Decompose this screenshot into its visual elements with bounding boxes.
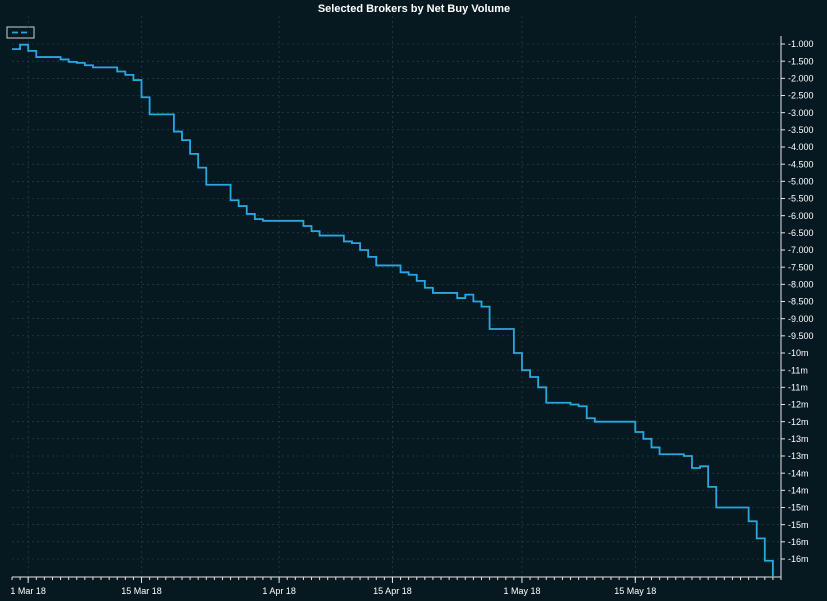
y-tick-label: -4.000 <box>788 142 814 152</box>
y-tick-label: -14m <box>788 468 809 478</box>
tick-labels: -1.000 -1.500 -2.000 -2.500 -3.000 -3.500 -4.0… <box>10 39 813 596</box>
y-tick-label: -13m <box>788 451 809 461</box>
y-tick-label: -1.000 <box>788 39 814 49</box>
axes <box>11 36 785 583</box>
y-tick-label: -6.500 <box>788 228 814 238</box>
x-tick-label: 1 Mar 18 <box>10 586 46 596</box>
y-tick-label: -2.500 <box>788 91 814 101</box>
y-tick-label: -14m <box>788 486 809 496</box>
y-tick-label: -12m <box>788 417 809 427</box>
y-tick-label: -13m <box>788 434 809 444</box>
y-tick-label: -10m <box>788 348 809 358</box>
y-tick-label: -11m <box>788 365 808 375</box>
x-tick-label: 1 May 18 <box>503 586 540 596</box>
series-line <box>12 43 774 577</box>
y-tick-label: -8.500 <box>788 297 814 307</box>
y-tick-label: -12m <box>788 400 809 410</box>
y-tick-label: -8.000 <box>788 280 814 290</box>
y-tick-label: -16m <box>788 554 809 564</box>
y-tick-label: -16m <box>788 537 809 547</box>
legend-box <box>6 26 35 39</box>
y-tick-label: -11m <box>788 383 808 393</box>
y-tick-label: -7.000 <box>788 245 814 255</box>
x-tick-label: 15 Mar 18 <box>121 586 162 596</box>
y-tick-label: -9.000 <box>788 314 814 324</box>
y-tick-label: -1.500 <box>788 56 814 66</box>
y-tick-label: -3.000 <box>788 108 814 118</box>
chart-title: Selected Brokers by Net Buy Volume <box>318 3 510 15</box>
x-tick-label: 1 Apr 18 <box>262 586 296 596</box>
y-tick-label: -9.500 <box>788 331 814 341</box>
y-tick-label: -5.500 <box>788 194 814 204</box>
x-tick-label: 15 Apr 18 <box>373 586 412 596</box>
series-layer <box>12 43 774 577</box>
y-tick-label: -15m <box>788 520 809 530</box>
y-tick-label: -3.500 <box>788 125 814 135</box>
legend[interactable] <box>6 26 35 39</box>
y-tick-label: -4.500 <box>788 159 814 169</box>
y-tick-label: -2.000 <box>788 74 814 84</box>
grid <box>12 16 781 577</box>
x-tick-label: 15 May 18 <box>614 586 656 596</box>
y-tick-label: -6.000 <box>788 211 814 221</box>
y-tick-label: -15m <box>788 503 809 513</box>
y-tick-label: -5.000 <box>788 177 814 187</box>
y-tick-label: -7.500 <box>788 262 814 272</box>
